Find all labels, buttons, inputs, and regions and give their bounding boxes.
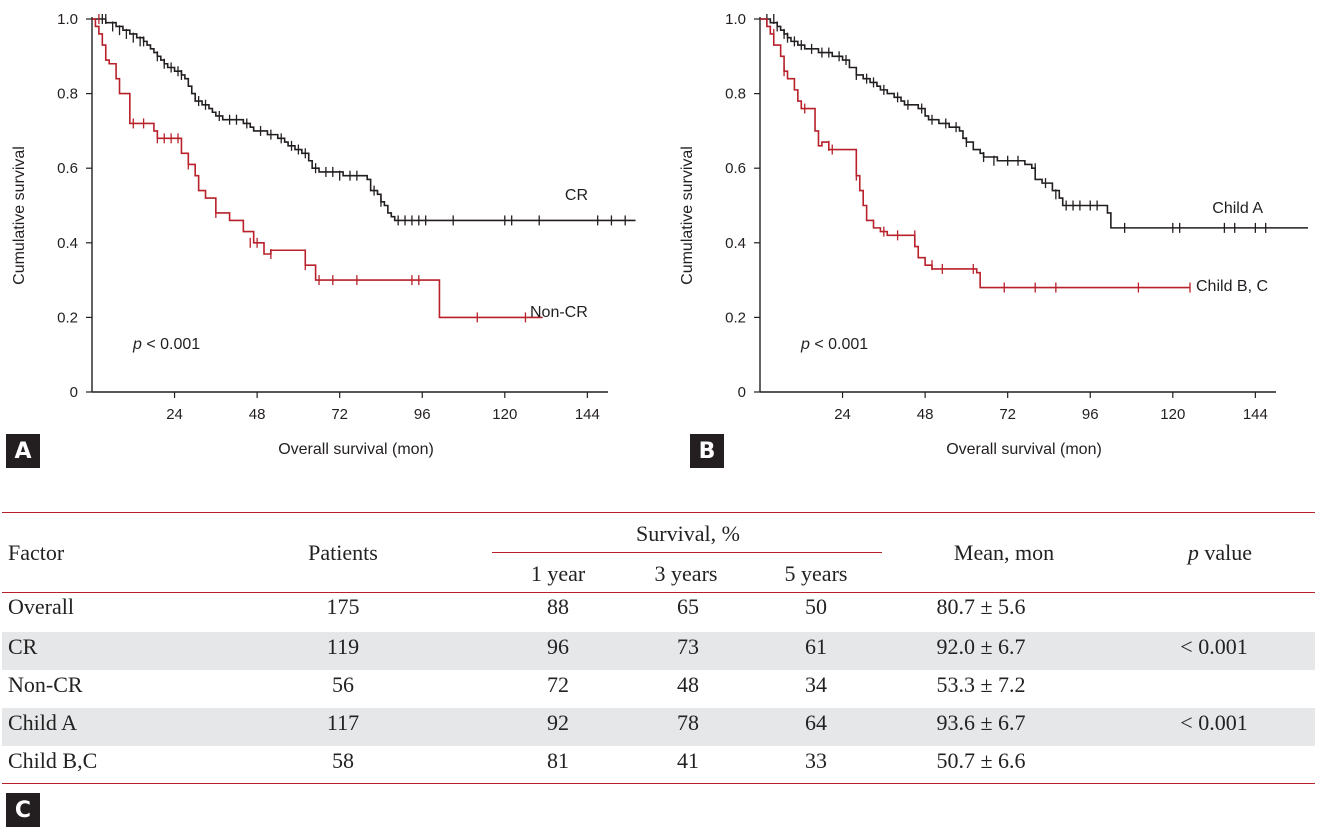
survival-group-rule	[492, 552, 882, 553]
cell-y3: 65	[677, 594, 699, 619]
x-tick-label: 48	[917, 406, 934, 423]
x-tick-label: 120	[492, 406, 517, 423]
cell-factor: Overall	[8, 594, 74, 619]
cell-factor: CR	[8, 634, 38, 659]
cell-y5: 33	[805, 748, 827, 773]
p-rest: < 0.001	[810, 336, 868, 353]
x-tick-label: 72	[331, 406, 348, 423]
x-tick-label: 120	[1160, 406, 1185, 423]
cell-y5: 34	[805, 672, 827, 697]
y-tick-label: 1.0	[57, 11, 78, 28]
series-label: CR	[565, 187, 588, 204]
p-rest: < 0.001	[142, 336, 200, 353]
cell-y5: 61	[805, 634, 827, 659]
y-tick-label: 1.0	[725, 11, 746, 28]
header-p-value: p value	[1188, 540, 1252, 566]
panel-label-b: B	[690, 434, 724, 468]
header-p-rest: value	[1198, 540, 1253, 565]
cell-patients: 117	[326, 710, 360, 735]
y-tick-label: 0	[738, 384, 746, 401]
cell-patients: 56	[332, 672, 354, 697]
x-tick-label: 72	[999, 406, 1016, 423]
row-band-child-a	[2, 708, 1315, 746]
y-tick-label: 0.8	[57, 86, 78, 103]
p-italic: p	[132, 336, 142, 353]
cell-y1: 88	[547, 594, 569, 619]
p-italic: p	[800, 336, 810, 353]
table-header-rule	[2, 592, 1315, 593]
cell-patients: 119	[326, 634, 360, 659]
cell-factor: Child B,C	[8, 748, 98, 773]
y-tick-label: 0.4	[725, 235, 746, 252]
cell-patients: 58	[332, 748, 354, 773]
x-axis-title: Overall survival (mon)	[946, 441, 1102, 458]
y-axis-title: Cumulative survival	[679, 146, 696, 285]
cell-p: < 0.001	[1180, 710, 1248, 735]
x-tick-label: 48	[249, 406, 266, 423]
survival-curve-primary	[92, 18, 636, 222]
cell-mean: 53.3 ± 7.2	[936, 672, 1026, 697]
survival-chart-b: 0 0.2 0.4 0.6 0.8 1.0 24 48 72 96 120 144 Overall su…	[679, 11, 1308, 458]
x-tick-label: 96	[1082, 406, 1099, 423]
y-axis-title: Cumulative survival	[11, 146, 28, 285]
cell-y1: 92	[547, 710, 569, 735]
survival-curve-secondary	[760, 18, 1190, 289]
cell-mean: 50.7 ± 6.6	[936, 748, 1026, 773]
panel-label-c: C	[6, 793, 40, 827]
survival-table: Factor Patients Survival, % 1 year 3 yea…	[0, 512, 1317, 784]
panel-label-a: A	[6, 434, 40, 468]
header-survival-group: Survival, %	[636, 521, 740, 546]
x-tick-label: 144	[575, 406, 600, 423]
header-patients: Patients	[308, 540, 378, 565]
cell-y5: 50	[805, 594, 827, 619]
cell-y5: 64	[805, 710, 827, 735]
cell-mean: 92.0 ± 6.7	[936, 634, 1026, 659]
header-1-year: 1 year	[530, 561, 586, 586]
row-band-cr	[2, 632, 1315, 670]
survival-curve-primary	[760, 18, 1308, 229]
p-value-annotation: p < 0.001	[800, 336, 868, 353]
header-5-years: 5 years	[784, 561, 848, 586]
cell-patients: 175	[326, 594, 360, 619]
x-tick-label: 96	[414, 406, 431, 423]
y-tick-label: 0.8	[725, 86, 746, 103]
x-tick-label: 24	[834, 406, 851, 423]
y-tick-label: 0.2	[725, 309, 746, 326]
cell-y3: 41	[677, 748, 699, 773]
cell-y1: 96	[547, 634, 569, 659]
header-p-italic: p	[1187, 540, 1199, 565]
series-label: Child A	[1212, 200, 1263, 217]
series-label: Non-CR	[530, 304, 588, 321]
cell-factor: Non-CR	[8, 672, 83, 697]
y-tick-label: 0.4	[57, 235, 78, 252]
p-value-annotation: p < 0.001	[132, 336, 200, 353]
header-factor: Factor	[8, 540, 65, 565]
cell-y3: 48	[677, 672, 699, 697]
x-axis-title: Overall survival (mon)	[278, 441, 434, 458]
cell-y1: 72	[547, 672, 569, 697]
y-tick-label: 0.6	[725, 160, 746, 177]
x-tick-label: 144	[1243, 406, 1268, 423]
cell-mean: 93.6 ± 6.7	[936, 710, 1026, 735]
series-label: Child B, C	[1196, 278, 1268, 295]
header-mean: Mean, mon	[953, 540, 1055, 565]
cell-y3: 73	[677, 634, 699, 659]
header-3-years: 3 years	[654, 561, 718, 586]
y-tick-label: 0.2	[57, 309, 78, 326]
y-tick-label: 0.6	[57, 160, 78, 177]
cell-p: < 0.001	[1180, 634, 1248, 659]
x-tick-label: 24	[166, 406, 183, 423]
cell-y1: 81	[547, 748, 569, 773]
y-tick-label: 0	[70, 384, 78, 401]
cell-factor: Child A	[8, 710, 78, 735]
cell-y3: 78	[677, 710, 699, 735]
cell-mean: 80.7 ± 5.6	[936, 594, 1026, 619]
table-top-rule	[2, 512, 1315, 513]
table-bottom-rule	[2, 783, 1315, 784]
survival-chart-a: 0 0.2 0.4 0.6 0.8 1.0 24 48 72 96 120 144 Overall su…	[11, 11, 636, 458]
